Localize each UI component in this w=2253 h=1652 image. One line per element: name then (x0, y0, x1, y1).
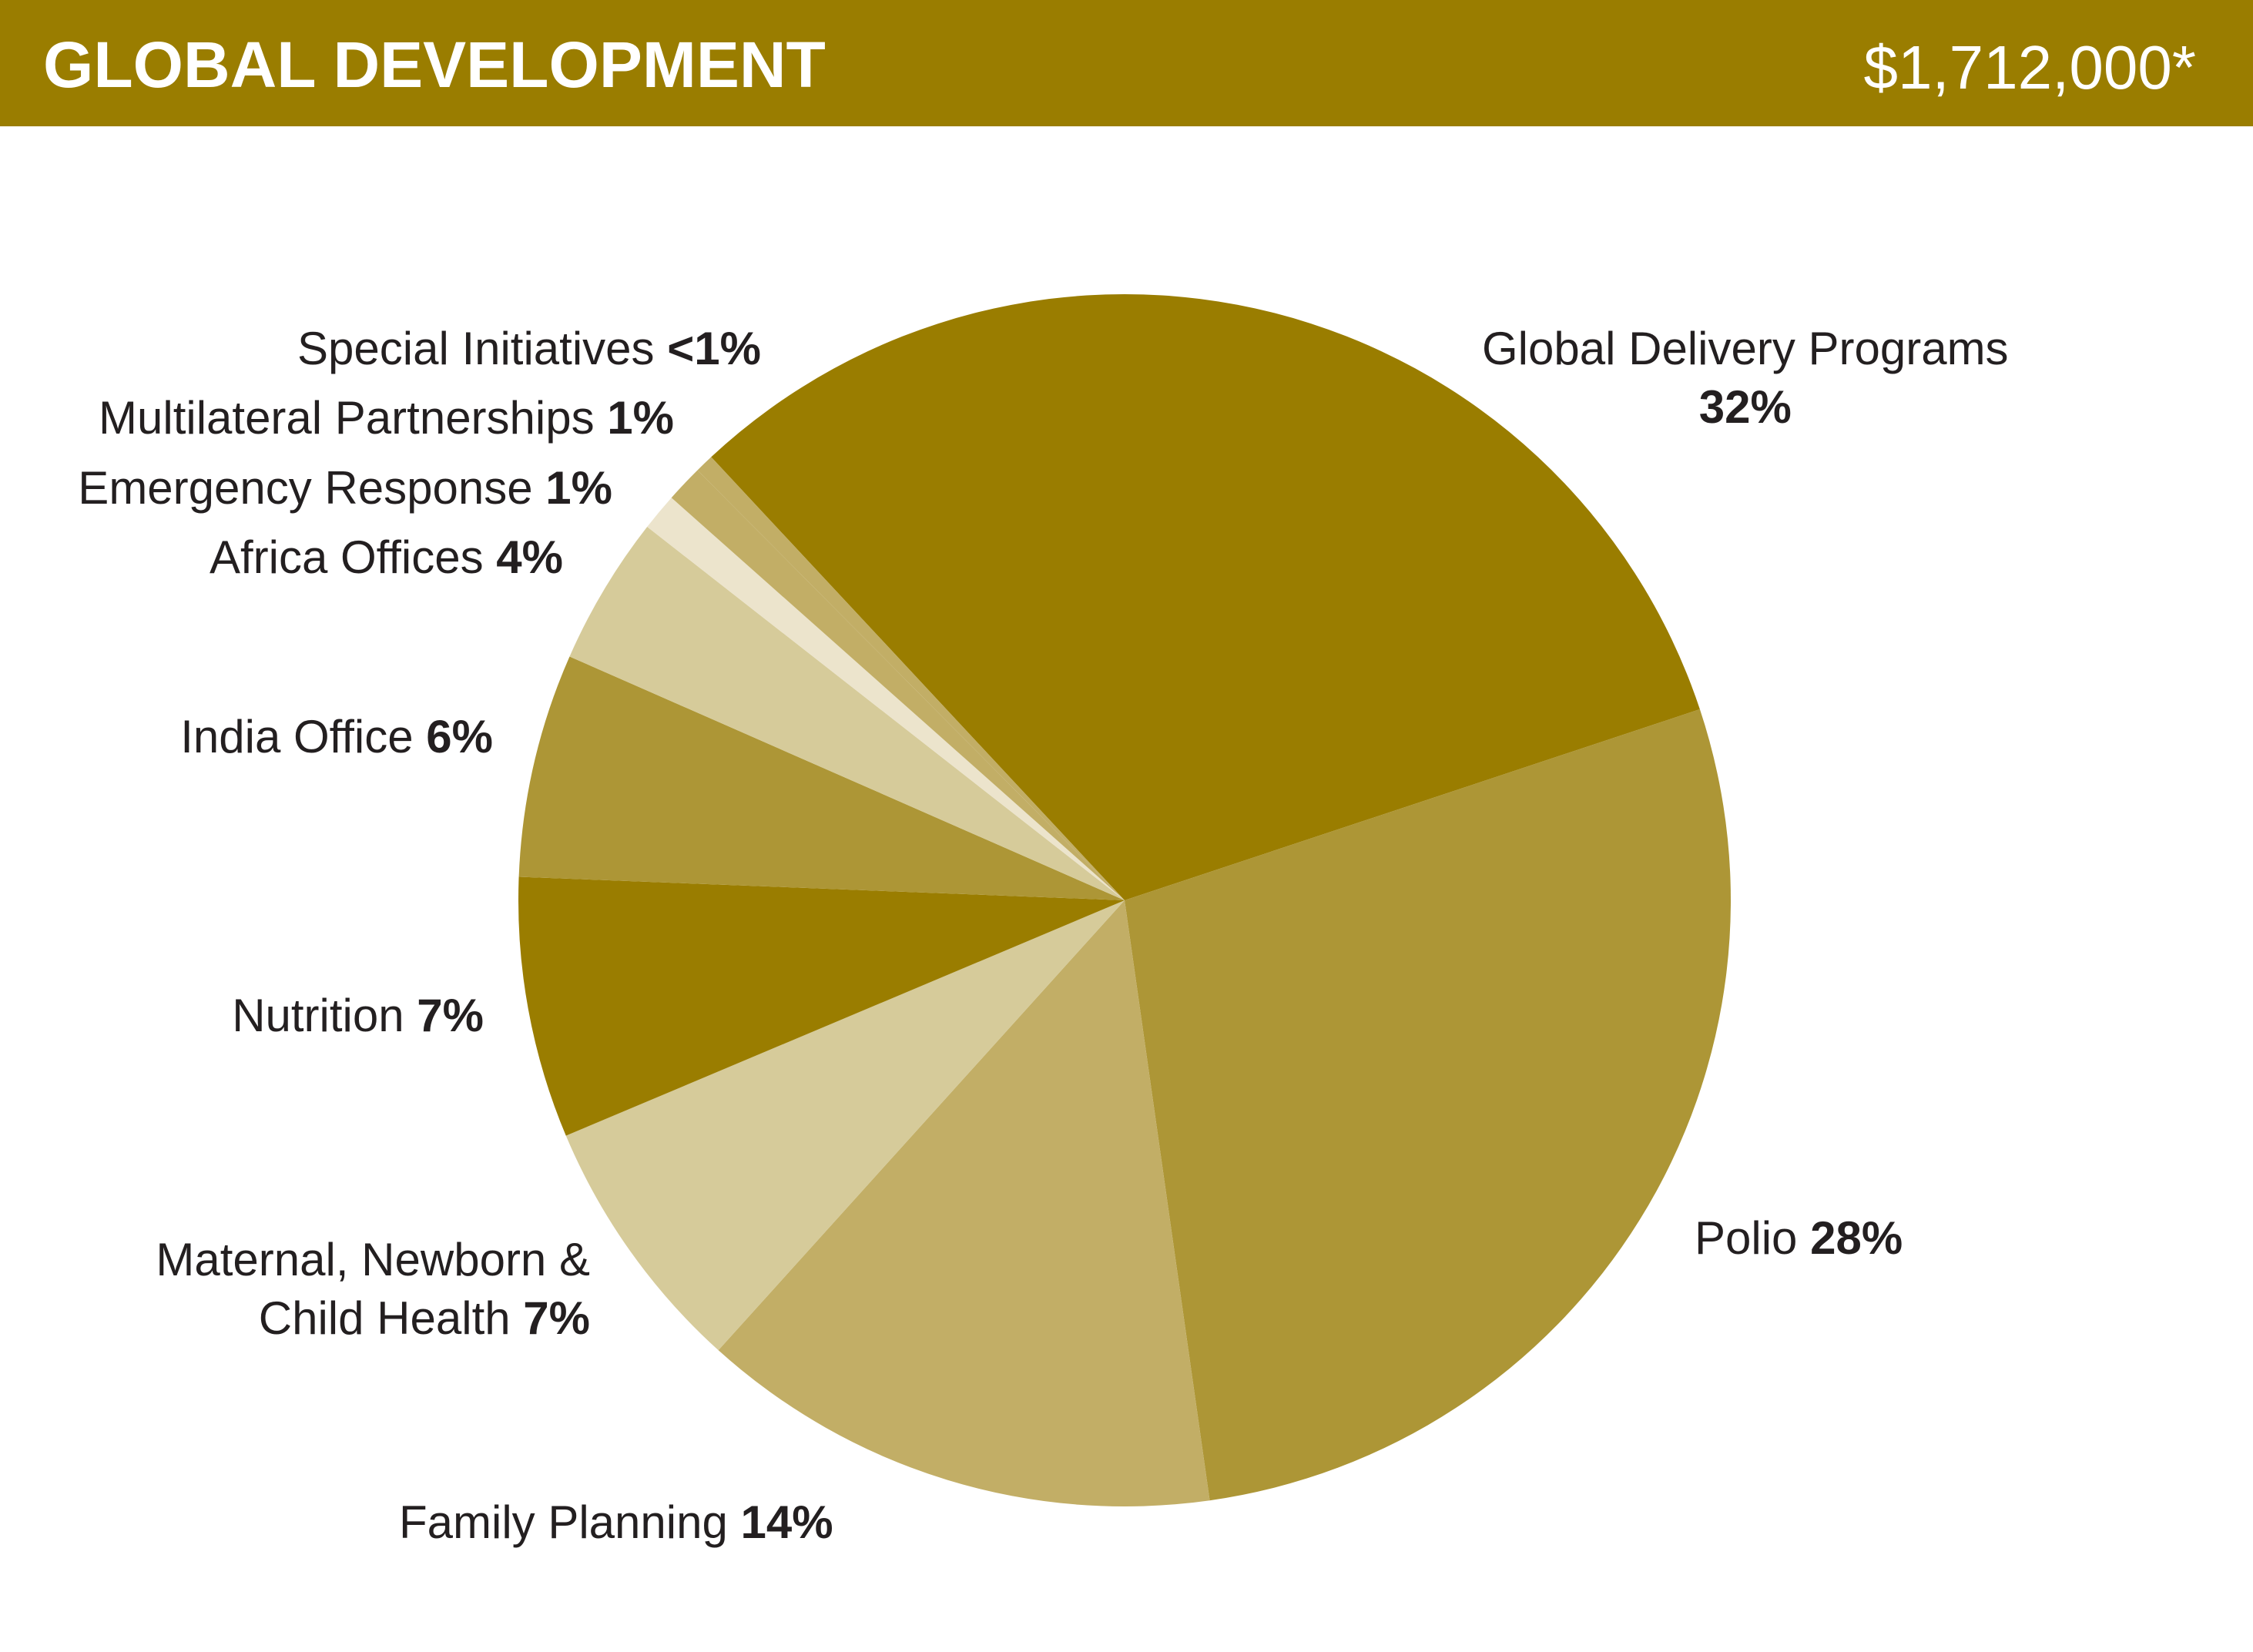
pie-slice (569, 526, 1125, 900)
pie-slice (697, 457, 1125, 900)
category-name: Polio (1695, 1212, 1798, 1264)
pie-slice (565, 900, 1125, 1351)
slice-label: Special Initiatives <1% (297, 320, 761, 378)
value-label: 14% (740, 1496, 833, 1548)
slice-label: Nutrition 7% (232, 987, 484, 1045)
value-label: 28% (1810, 1212, 1903, 1264)
header-bar: GLOBAL DEVELOPMENT $1,712,000* (0, 0, 2253, 126)
value-label: <1% (667, 323, 761, 374)
category-name: Global Delivery Programs (1482, 323, 2009, 374)
pie-slice (647, 498, 1125, 900)
category-name: Special Initiatives (297, 323, 655, 374)
slice-label: Africa Offices 4% (210, 528, 563, 587)
category-name: Emergency Response (78, 462, 533, 514)
category-name: India Office (180, 711, 414, 762)
pie-slice (671, 470, 1125, 900)
chart-total: $1,712,000* (1863, 33, 2196, 102)
slice-label: Emergency Response 1% (78, 459, 612, 518)
slice-label: Family Planning 14% (399, 1493, 833, 1552)
slice-label: Maternal, Newborn & Child Health 7% (151, 1231, 590, 1348)
category-name: Maternal, Newborn & Child Health (156, 1234, 590, 1344)
category-name: Multilateral Partnerships (99, 392, 595, 444)
category-name: Family Planning (399, 1496, 728, 1548)
value-label: 7% (417, 990, 484, 1041)
value-label: 32% (1698, 381, 1792, 433)
value-label: 6% (426, 711, 493, 762)
pie-slice (1125, 709, 1731, 1501)
pie-slice (718, 900, 1210, 1506)
value-label: 4% (496, 531, 563, 583)
category-name: Africa Offices (209, 531, 484, 583)
slice-label: India Office 6% (180, 708, 493, 766)
pie-slice (711, 293, 1700, 900)
slice-label: Global Delivery Programs 32% (1482, 320, 2009, 437)
chart-title: GLOBAL DEVELOPMENT (43, 28, 826, 101)
category-name: Nutrition (232, 990, 404, 1041)
pie-slice (518, 656, 1125, 900)
value-label: 1% (545, 462, 612, 514)
slice-label: Multilateral Partnerships 1% (99, 389, 674, 447)
value-label: 7% (523, 1292, 590, 1344)
value-label: 1% (607, 392, 674, 444)
pie-slice (518, 876, 1125, 1136)
slice-label: Polio 28% (1695, 1209, 1903, 1268)
